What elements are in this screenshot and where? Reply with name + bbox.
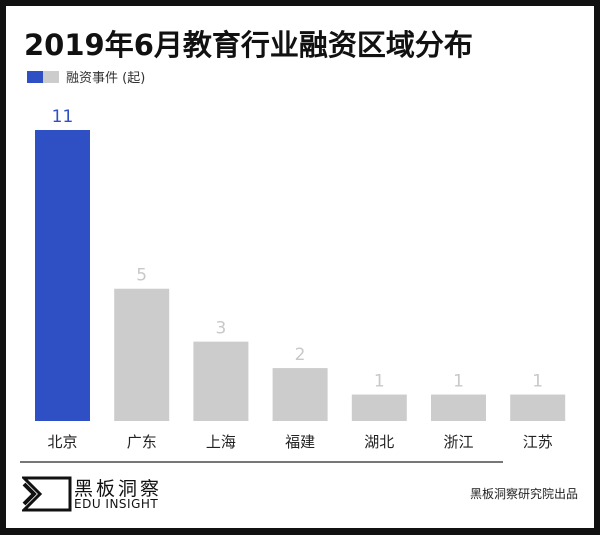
data-label-1: 5	[136, 266, 147, 286]
credit-text: 黑板洞察研究院出品	[469, 487, 578, 501]
bar-0	[35, 130, 90, 421]
data-label-5: 1	[453, 372, 464, 392]
data-label-6: 1	[532, 372, 543, 392]
bar-5	[431, 394, 486, 421]
edu-insight-logo-icon	[22, 476, 72, 512]
category-label-4: 湖北	[364, 433, 394, 451]
data-label-2: 3	[215, 319, 226, 339]
chart-card	[6, 6, 594, 528]
bar-1	[114, 288, 170, 421]
logo-text-cn: 黑板洞察	[74, 478, 163, 500]
legend: 融资事件 (起)	[27, 67, 145, 86]
category-label-5: 浙江	[443, 433, 473, 451]
legend-swatch-default	[43, 70, 59, 83]
bar-6	[510, 394, 566, 421]
legend-label: 融资事件 (起)	[66, 71, 146, 86]
data-label-4: 1	[374, 372, 385, 392]
category-label-0: 北京	[47, 433, 77, 451]
bar-2	[193, 341, 249, 421]
bar-3	[272, 368, 328, 421]
category-label-3: 福建	[285, 433, 315, 451]
category-label-6: 江苏	[523, 433, 553, 451]
logo-text-en: EDU INSIGHT	[74, 497, 159, 511]
bar-4	[351, 394, 407, 421]
data-label-3: 2	[295, 345, 306, 365]
category-label-1: 广东	[127, 433, 157, 451]
data-label-0: 11	[52, 107, 74, 127]
category-label-2: 上海	[206, 433, 236, 451]
legend-swatch-highlight	[27, 70, 43, 83]
chart-title: 2019年6月教育行业融资区域分布	[24, 28, 473, 62]
divider	[20, 461, 503, 463]
